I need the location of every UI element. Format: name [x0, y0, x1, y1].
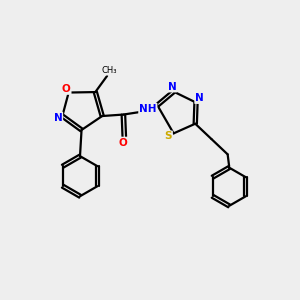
Text: N: N — [54, 112, 62, 122]
Text: CH₃: CH₃ — [102, 66, 117, 75]
Text: N: N — [195, 93, 204, 103]
Text: N: N — [168, 82, 176, 92]
Text: O: O — [62, 84, 71, 94]
Text: O: O — [118, 137, 127, 148]
Text: NH: NH — [139, 104, 157, 114]
Text: S: S — [165, 131, 172, 141]
